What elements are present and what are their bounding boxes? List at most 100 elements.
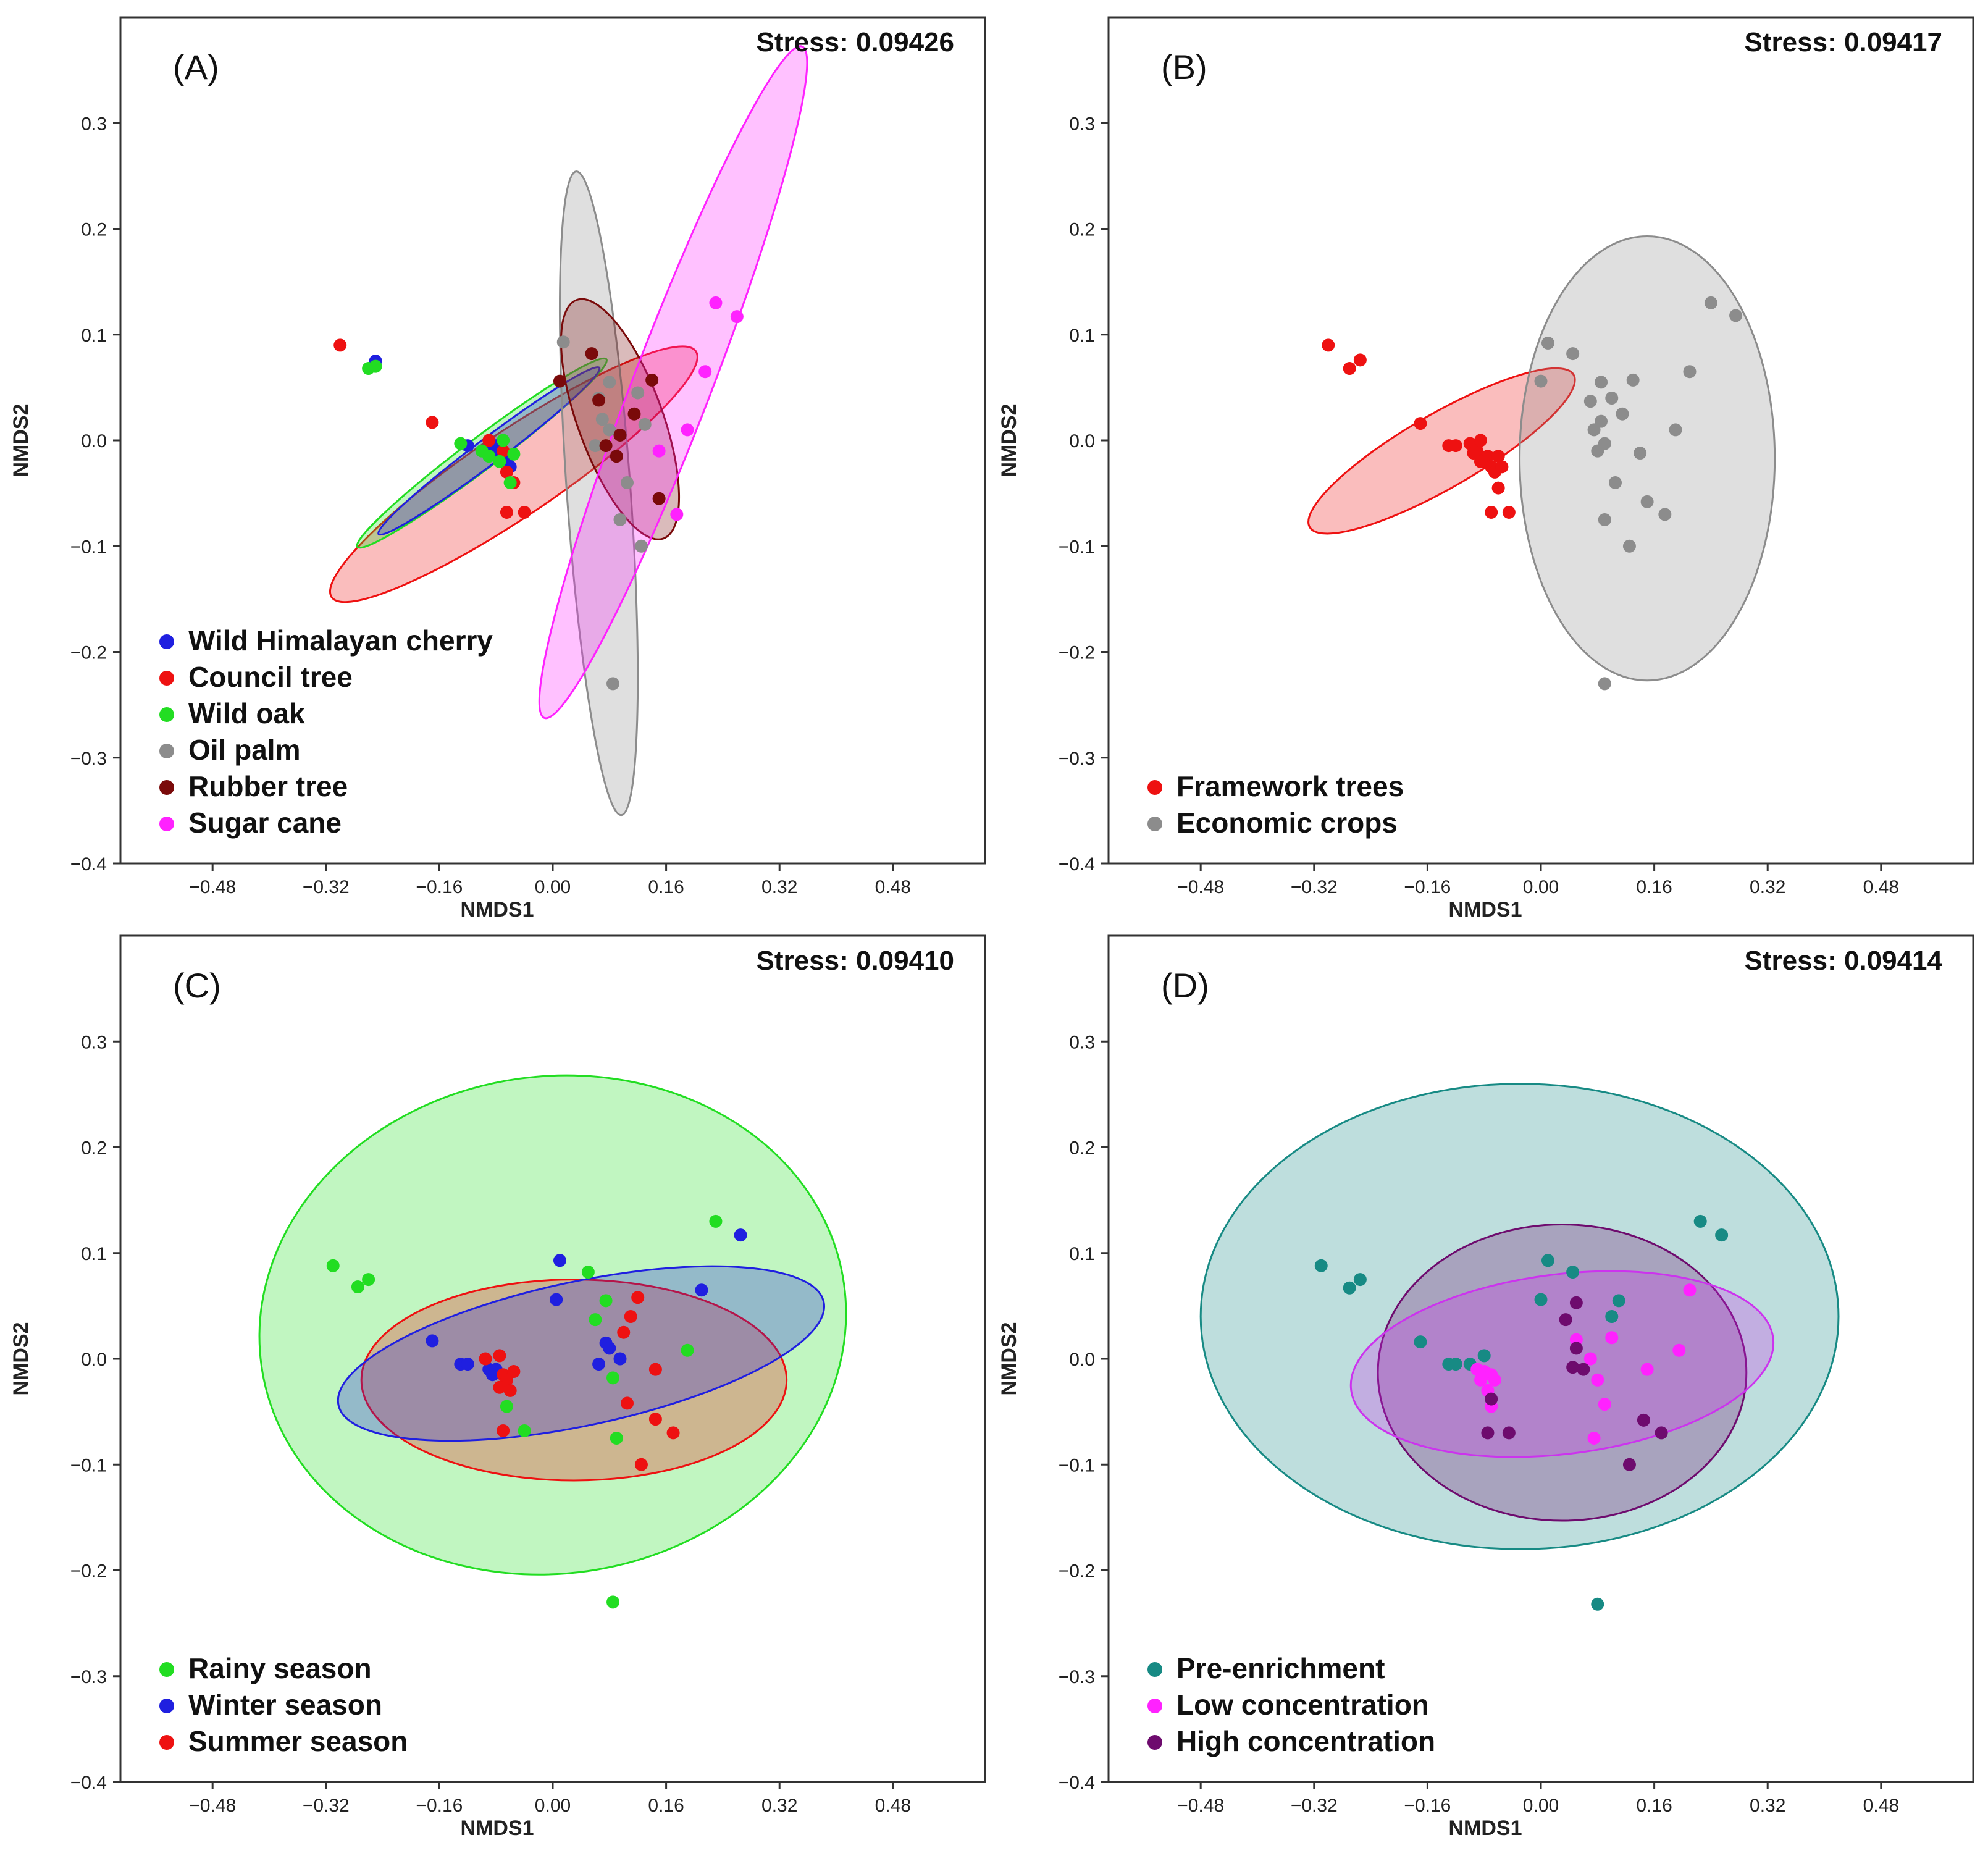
data-point [624,1310,637,1323]
data-point [497,444,510,458]
x-axis-label: NMDS1 [1448,1816,1522,1840]
confidence-ellipse [337,1265,826,1442]
data-point [1634,447,1647,460]
x-tick-label: −0.48 [1177,1795,1224,1816]
y-tick-label: −0.2 [70,1561,107,1582]
y-tick-label: 0.0 [1069,431,1095,451]
x-tick-label: −0.16 [416,1795,463,1816]
data-point [1566,1361,1580,1374]
legend-marker [159,1662,174,1677]
data-point [606,1595,620,1609]
x-tick-label: 0.00 [1523,877,1559,897]
data-point [681,423,694,437]
x-tick-label: 0.48 [875,877,911,897]
data-point [613,513,627,526]
y-tick-label: 0.1 [1069,325,1095,346]
data-point [1622,539,1636,553]
data-point [1449,439,1462,453]
y-tick-label: −0.1 [70,1455,107,1476]
x-tick-label: −0.48 [1177,877,1224,897]
data-point [503,1384,517,1397]
data-point [351,1280,364,1294]
data-point [1587,423,1601,437]
x-tick-label: 0.32 [1750,877,1785,897]
data-point [1566,1266,1580,1279]
legend-marker [159,671,174,686]
data-point [595,413,609,426]
data-point [589,439,602,453]
data-point [1598,513,1611,526]
data-point [613,428,627,442]
data-point [479,1352,492,1366]
y-tick-label: −0.3 [1059,749,1095,769]
legend-entry: Low concentration [1176,1689,1429,1721]
data-point [1587,1431,1601,1445]
legend-marker [1147,1735,1162,1750]
data-point [1481,1426,1495,1440]
legend-entry: Winter season [188,1689,382,1721]
data-point [648,1363,662,1376]
data-point [1534,374,1548,388]
data-point [326,1259,340,1272]
y-tick-label: 0.3 [81,114,107,134]
legend-marker [159,1699,174,1713]
data-point [1467,447,1480,460]
x-tick-label: −0.48 [189,1795,236,1816]
data-point [1591,444,1604,458]
y-tick-label: 0.0 [1069,1350,1095,1370]
data-point [493,455,506,468]
data-point [589,1313,602,1327]
y-tick-label: −0.1 [70,537,107,557]
data-point [1477,1349,1491,1363]
data-point [1605,1331,1619,1345]
confidence-ellipse [360,1279,788,1482]
data-point [638,418,652,431]
data-point [1322,338,1335,352]
data-point [1704,296,1717,309]
data-point [1693,1214,1707,1228]
data-point [1637,1413,1650,1427]
x-tick-label: 0.16 [1636,877,1672,897]
data-point [1658,508,1672,521]
data-point [1474,434,1487,447]
x-tick-label: −0.32 [1291,877,1338,897]
data-point [550,1293,563,1306]
data-point [1495,460,1509,474]
x-tick-label: −0.16 [1404,877,1451,897]
y-tick-label: 0.3 [81,1032,107,1052]
data-point [497,1424,510,1437]
data-point [369,359,382,373]
nmds-panel-3: −0.48 −0.32 −0.16 0.00 0.16 0.32 0.48 0.3 0.2 0.1… [9,934,986,1840]
legend-marker [159,707,174,722]
x-tick-label: −0.32 [303,1795,350,1816]
legend-marker [159,780,174,795]
data-point [1491,450,1505,463]
data-point [599,1294,613,1308]
panel-label: (B) [1161,48,1207,86]
nmds-panel-1: −0.48 −0.32 −0.16 0.00 0.16 0.32 0.48 0.3 0.2 0.1… [9,16,986,922]
legend-entry: High concentration [1176,1725,1435,1757]
data-point [1485,505,1498,519]
data-point [493,1380,506,1394]
data-point [734,1228,747,1242]
data-point [1491,481,1505,495]
data-point [507,447,521,461]
data-point [613,1352,627,1366]
data-point [1598,1398,1611,1411]
nmds-panel-2: −0.48 −0.32 −0.16 0.00 0.16 0.32 0.48 0.3 0.2 0.1… [997,16,1974,922]
data-point [585,347,598,361]
data-point [426,416,439,429]
legend-entry: Economic crops [1176,807,1398,839]
data-point [634,539,648,553]
y-tick-label: −0.4 [70,854,107,875]
data-point [1353,353,1367,367]
x-axis-label: NMDS1 [1448,898,1522,922]
data-point [1591,1373,1604,1387]
data-point [648,1413,662,1426]
y-tick-label: −0.4 [1059,854,1095,875]
data-point [500,465,513,479]
data-point [1541,336,1554,350]
ellipses-group [258,1074,847,1576]
y-tick-label: −0.3 [70,749,107,769]
confidence-ellipse [258,1074,847,1576]
